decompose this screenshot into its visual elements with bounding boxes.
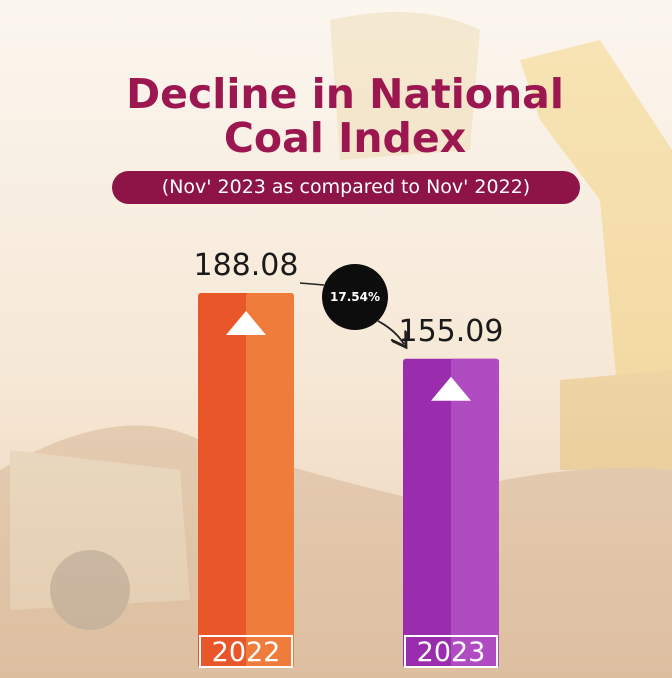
bar-highlight bbox=[246, 293, 294, 668]
chart-title: Decline in National Coal Index bbox=[105, 72, 585, 160]
bar-highlight bbox=[451, 359, 499, 668]
value-label: 155.09 bbox=[399, 314, 504, 349]
value-label: 188.08 bbox=[194, 248, 299, 283]
category-label: 2022 bbox=[212, 637, 281, 668]
annotation-text: 17.54% bbox=[330, 290, 380, 304]
page: {"chart_data": {"type": "bar", "title": … bbox=[0, 0, 672, 678]
chart-subtitle: (Nov' 2023 as compared to Nov' 2022) bbox=[112, 171, 580, 204]
category-label: 2023 bbox=[417, 637, 486, 668]
